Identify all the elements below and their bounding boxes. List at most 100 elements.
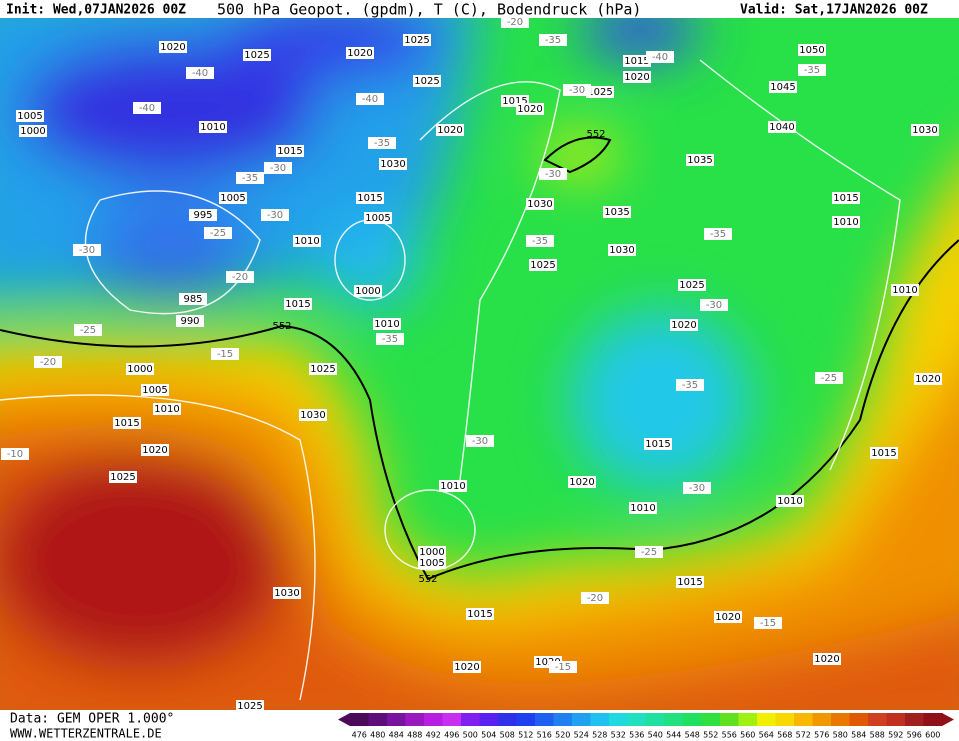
temperature-label-box — [700, 299, 728, 311]
temperature-label-box — [211, 348, 239, 360]
temperature-label-box — [539, 34, 567, 46]
pressure-label: 1015 — [357, 193, 382, 204]
temperature-label-box — [754, 617, 782, 629]
scale-label: 520 — [555, 731, 570, 740]
scale-swatch — [535, 713, 554, 726]
pressure-label: 1010 — [440, 481, 465, 492]
pressure-label-box — [670, 319, 698, 331]
temperature-label-box — [466, 435, 494, 447]
pressure-label: 1020 — [160, 42, 185, 53]
pressure-label: 1015 — [624, 56, 649, 67]
pressure-label-box — [153, 403, 181, 415]
pressure-label: 1020 — [569, 477, 594, 488]
temperature-label-box — [204, 227, 232, 239]
temperature-label-box — [264, 162, 292, 174]
pressure-label-box — [586, 86, 614, 98]
temperature-label: -30 — [267, 210, 283, 221]
pressure-label-box — [608, 244, 636, 256]
pressure-label-box — [911, 124, 939, 136]
temperature-label: -30 — [79, 245, 95, 256]
color-scale: 476 480 484 488 492 496 500 504 508 512 516 520 524 5… — [338, 713, 954, 740]
scale-swatch — [479, 713, 499, 726]
pressure-label-box — [776, 495, 804, 507]
scale-swatch — [387, 713, 406, 726]
pressure-label-box — [813, 653, 841, 665]
pressure-label: 1030 — [300, 410, 325, 421]
scale-label: 588 — [870, 731, 885, 740]
scale-label: 584 — [851, 731, 866, 740]
pressure-label-box — [16, 110, 44, 122]
pressure-label: 1025 — [587, 87, 612, 98]
pressure-label: 1030 — [380, 159, 405, 170]
scale-label: 500 — [463, 731, 478, 740]
geopotential-label: 552 — [418, 574, 437, 585]
pressure-label-box — [418, 546, 446, 558]
pressure-label-box — [141, 384, 169, 396]
pressure-label-box — [284, 298, 312, 310]
pressure-label-box — [293, 235, 321, 247]
scale-label: 528 — [592, 731, 607, 740]
scale-label: 484 — [389, 731, 404, 740]
scale-swatch — [664, 713, 684, 726]
pressure-label: 1025 — [310, 364, 335, 375]
pressure-label: 1020 — [624, 72, 649, 83]
temperature-label: -35 — [382, 334, 398, 345]
scale-label: 580 — [833, 731, 848, 740]
pressure-label: 1020 — [915, 374, 940, 385]
pressure-label: 1005 — [142, 385, 167, 396]
pressure-label-box — [676, 576, 704, 588]
temperature-label-box — [236, 172, 264, 184]
scale-swatch — [516, 713, 536, 726]
scale-swatch — [886, 713, 906, 726]
pressure-label: 1020 — [437, 125, 462, 136]
scale-swatch — [461, 713, 480, 726]
pressure-label-box — [603, 206, 631, 218]
pressure-label-box — [686, 154, 714, 166]
scale-swatch — [794, 713, 813, 726]
temperature-label: -20 — [507, 17, 523, 28]
pressure-label-box — [243, 49, 271, 61]
temperature-label: -30 — [689, 483, 705, 494]
scale-swatch — [923, 713, 943, 726]
temperature-label: -25 — [641, 547, 657, 558]
pressure-label-box — [623, 55, 651, 67]
temperature-label-box — [676, 379, 704, 391]
scale-swatch — [905, 713, 924, 726]
pressure-label-box — [466, 608, 494, 620]
scale-label: 480 — [370, 731, 385, 740]
scale-label: 512 — [518, 731, 533, 740]
temperature-label-box — [261, 209, 289, 221]
pressure-label: 1035 — [687, 155, 712, 166]
temperature-label-box — [539, 168, 567, 180]
pressure-label: 1015 — [677, 577, 702, 588]
pressure-label: 1025 — [414, 76, 439, 87]
pressure-label: 1010 — [294, 236, 319, 247]
pressure-label-box — [678, 279, 706, 291]
temperature-label: -25 — [80, 325, 96, 336]
pressure-label-box — [189, 209, 217, 221]
pressure-label-box — [126, 363, 154, 375]
pressure-label: 1025 — [237, 701, 262, 712]
scale-swatch — [498, 713, 517, 726]
pressure-label: 1010 — [374, 319, 399, 330]
scale-swatch — [646, 713, 665, 726]
pressure-label: 1030 — [609, 245, 634, 256]
temperature-label: -40 — [139, 103, 155, 114]
scale-label: 536 — [629, 731, 644, 740]
pressure-label: 1020 — [535, 657, 560, 668]
pressure-label-box — [179, 293, 207, 305]
scale-label: 568 — [777, 731, 792, 740]
temperature-label-box — [186, 67, 214, 79]
pressure-label: 985 — [183, 294, 202, 305]
pressure-label: 1030 — [274, 588, 299, 599]
pressure-label: 1020 — [454, 662, 479, 673]
pressure-label: 1015 — [285, 299, 310, 310]
pressure-label-box — [199, 121, 227, 133]
scale-swatch — [849, 713, 869, 726]
temperature-label: -20 — [232, 272, 248, 283]
pressure-label: 1025 — [404, 35, 429, 46]
site: WWW.WETTERZENTRALE.DE — [10, 727, 162, 741]
scale-label: 592 — [888, 731, 903, 740]
